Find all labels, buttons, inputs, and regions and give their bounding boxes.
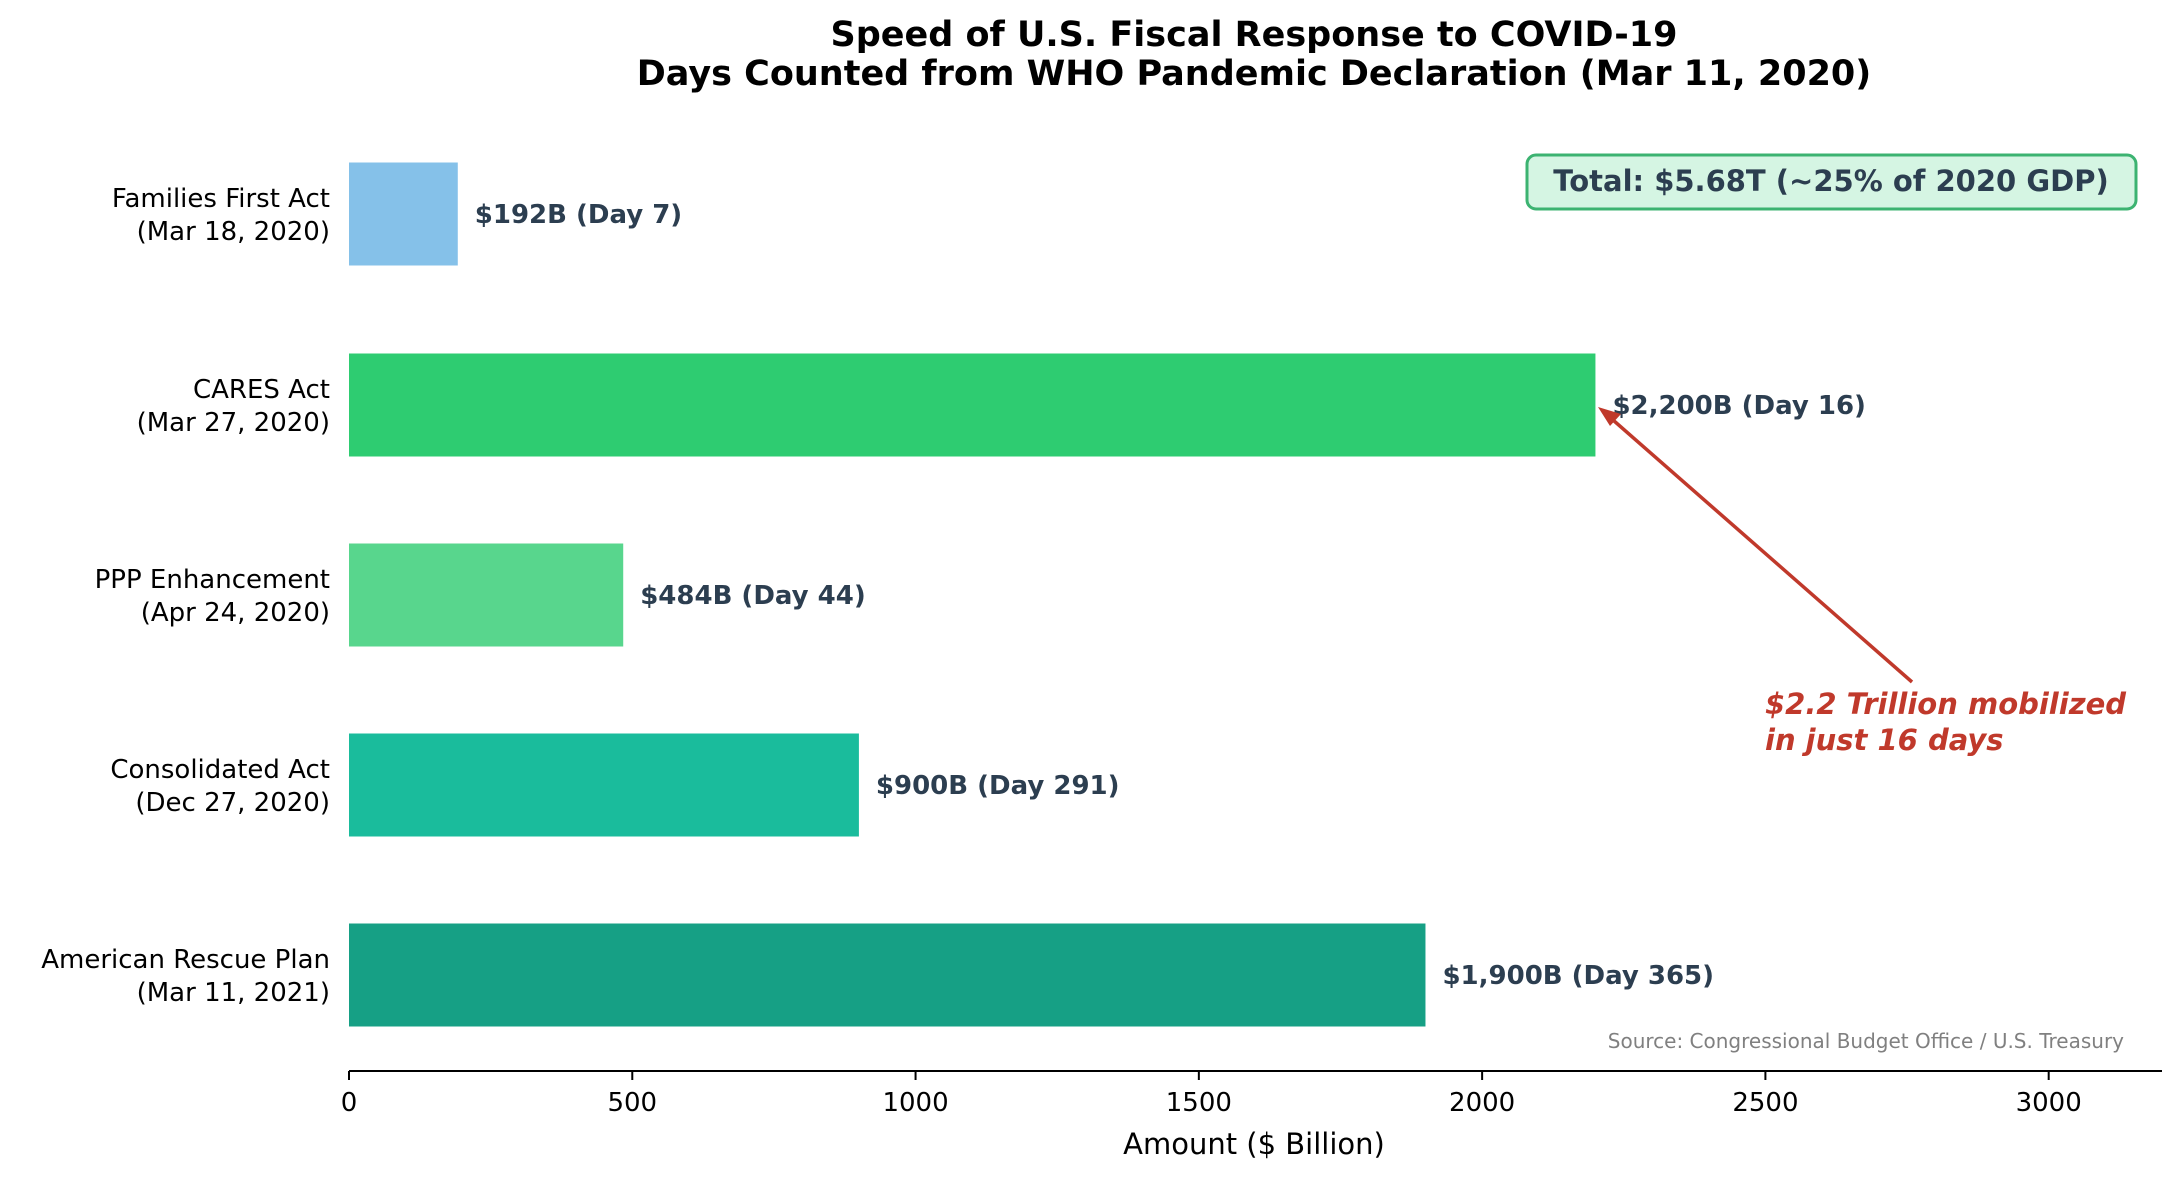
category-label: CARES Act (Mar 27, 2020) [137, 375, 330, 438]
x-tick-label: 1500 [1166, 1088, 1232, 1118]
data-label: $1,900B (Day 365) [1442, 961, 1714, 991]
category-label: American Rescue Plan (Mar 11, 2021) [41, 945, 330, 1008]
x-tick-label: 3000 [2016, 1088, 2082, 1118]
x-tick-label: 0 [341, 1088, 358, 1118]
arrow-note: $2.2 Trillion mobilized in just 16 days [1765, 687, 2126, 757]
x-tick-label: 2500 [1732, 1088, 1798, 1118]
x-axis-label: Amount ($ Billion) [1123, 1127, 1385, 1161]
data-label: $2,200B (Day 16) [1612, 391, 1865, 421]
bar [349, 733, 859, 837]
bar [349, 543, 624, 647]
x-tick-label: 2000 [1449, 1088, 1515, 1118]
x-tick-label: 500 [607, 1088, 657, 1118]
bar [349, 162, 458, 266]
data-label: $484B (Day 44) [640, 581, 866, 611]
bar [349, 353, 1596, 457]
x-tick-label: 1000 [882, 1088, 948, 1118]
source-note: Source: Congressional Budget Office / U.… [1608, 1029, 2124, 1053]
category-label: PPP Enhancement (Apr 24, 2020) [95, 565, 330, 628]
chart-subtitle: Days Counted from WHO Pandemic Declarati… [637, 54, 1872, 94]
bar [349, 923, 1426, 1027]
data-label: $900B (Day 291) [876, 771, 1120, 801]
chart-title: Speed of U.S. Fiscal Response to COVID-1… [831, 15, 1678, 55]
total-box: Total: $5.68T (~25% of 2020 GDP) [1525, 153, 2138, 211]
category-label: Families First Act (Mar 18, 2020) [112, 184, 330, 247]
total-box-text: Total: $5.68T (~25% of 2020 GDP) [1553, 164, 2108, 198]
category-label: Consolidated Act (Dec 27, 2020) [110, 755, 330, 818]
data-label: $192B (Day 7) [475, 200, 682, 230]
arrow-annotation: $2.2 Trillion mobilized in just 16 days [1598, 407, 2126, 757]
